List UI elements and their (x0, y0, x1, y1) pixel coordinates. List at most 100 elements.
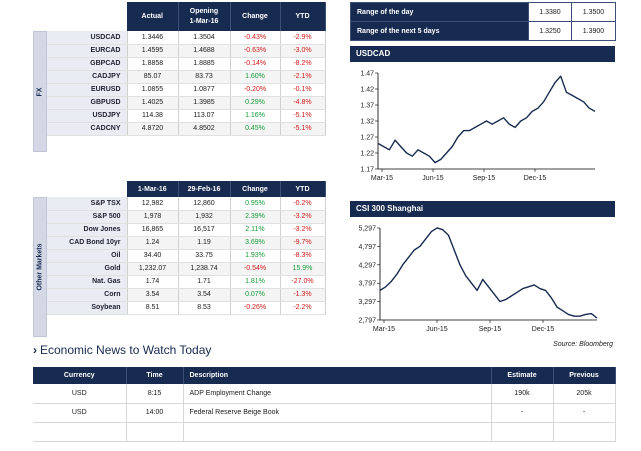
market-previous: 16,517 (178, 223, 231, 237)
fx-actual: 1.0855 (127, 83, 179, 97)
market-previous: 1,238.74 (178, 262, 231, 276)
market-current: 8.51 (127, 301, 179, 315)
news-header-description: Description (183, 367, 492, 384)
y-tick-label: 1.37 (360, 103, 374, 110)
market-current: 1,978 (127, 210, 179, 224)
x-tick-label: Dec-15 (524, 175, 547, 182)
fx-ytd: -2.1% (280, 70, 326, 84)
market-change: -0.26% (230, 301, 281, 315)
other-corner (47, 181, 127, 197)
x-tick-label: Jun-15 (426, 326, 448, 333)
fx-actual: 1.3446 (127, 31, 179, 45)
market-previous: 1.19 (178, 236, 231, 250)
fx-ytd: -8.2% (280, 57, 326, 71)
usdcad-chart-title: USDCAD (350, 46, 615, 62)
market-ytd: 15.9% (280, 262, 326, 276)
news-header-currency: Currency (33, 367, 127, 384)
market-change: 2.39% (230, 210, 281, 224)
y-tick-label: 1.22 (360, 151, 374, 158)
market-change: 3.69% (230, 236, 281, 250)
market-current: 3.54 (127, 288, 179, 302)
source-note: Source: Bloomberg (553, 341, 613, 348)
market-previous: 1,932 (178, 210, 231, 224)
other-markets-section-label: Other Markets (33, 197, 47, 337)
market-name: Gold (47, 262, 128, 276)
fx-actual: 1.8858 (127, 57, 179, 71)
range-row-5days: Range of the next 5 days 1.3250 1.3900 (350, 21, 616, 41)
market-row: CAD Bond 10yr 1.24 1.19 3.69% -9.7% (47, 236, 326, 250)
y-tick-label: 3,297 (358, 299, 376, 306)
fx-opening: 1.8885 (178, 57, 231, 71)
fx-pair-name: USDJPY (47, 109, 128, 123)
fx-pair-name: GBPCAD (47, 57, 128, 71)
market-current: 16,865 (127, 223, 179, 237)
market-change: 1.93% (230, 249, 281, 263)
other-header-change: Change (230, 181, 281, 197)
fx-opening: 1.4688 (178, 44, 231, 58)
market-current: 12,982 (127, 197, 179, 211)
market-row: Dow Jones 16,865 16,517 2.11% -3.2% (47, 223, 326, 237)
range-5days-high: 1.3900 (571, 21, 616, 41)
market-row: Gold 1,232.07 1,238.74 -0.54% 15.9% (47, 262, 326, 276)
fx-ytd: -0.1% (280, 83, 326, 97)
fx-ytd: -4.8% (280, 96, 326, 110)
market-ytd: -3.2% (280, 223, 326, 237)
other-header-ytd: YTD (280, 181, 326, 197)
market-ytd: -9.7% (280, 236, 326, 250)
y-tick-label: 5,297 (358, 226, 376, 233)
news-row: USD 8:15 ADP Employment Change 190k 205k (33, 384, 616, 404)
fx-opening: 4.8502 (178, 122, 231, 136)
csi300-chart-title: CSI 300 Shanghai (350, 201, 615, 217)
market-previous: 8.53 (178, 301, 231, 315)
fx-row: USDCAD 1.3446 1.3504 -0.43% -2.9% (47, 31, 326, 45)
market-ytd: -27.0% (280, 275, 326, 289)
market-row: S&P TSX 12,982 12,860 0.95% -0.2% (47, 197, 326, 211)
market-ytd: -8.3% (280, 249, 326, 263)
news-row: USD 14:00 Federal Reserve Beige Book - - (33, 403, 616, 423)
other-markets-table: 1-Mar-16 29-Feb-16 Change YTD S&P TSX 12,… (47, 181, 326, 315)
x-tick-label: Mar-15 (373, 326, 395, 333)
market-current: 34.40 (127, 249, 179, 263)
market-current: 1.24 (127, 236, 179, 250)
fx-opening: 83.73 (178, 70, 231, 84)
fx-row: GBPCAD 1.8858 1.8885 -0.14% -8.2% (47, 57, 326, 71)
market-name: Oil (47, 249, 128, 263)
market-previous: 12,860 (178, 197, 231, 211)
fx-pair-name: CADJPY (47, 70, 128, 84)
x-tick-label: Jun-15 (422, 175, 444, 182)
fx-corner (47, 2, 127, 31)
fx-header-opening: Opening 1-Mar-16 (178, 2, 231, 31)
market-name: S&P TSX (47, 197, 128, 211)
news-table: Currency Time Description Estimate Previ… (33, 367, 616, 442)
market-name: Corn (47, 288, 128, 302)
fx-change: 1.60% (230, 70, 281, 84)
news-estimate: - (491, 403, 554, 423)
news-estimate: 190k (491, 384, 554, 404)
fx-ytd: -2.9% (280, 31, 326, 45)
range-table: Range of the day 1.3380 1.3500 Range of … (350, 2, 616, 41)
market-row: Corn 3.54 3.54 0.07% -1.3% (47, 288, 326, 302)
fx-change: -0.20% (230, 83, 281, 97)
other-header-current: 1-Mar-16 (127, 181, 179, 197)
fx-header-actual: Actual (127, 2, 179, 31)
fx-actual: 114.38 (127, 109, 179, 123)
market-ytd: -3.2% (280, 210, 326, 224)
market-previous: 3.54 (178, 288, 231, 302)
market-name: Dow Jones (47, 223, 128, 237)
news-currency: USD (33, 384, 127, 404)
market-previous: 1.71 (178, 275, 231, 289)
y-tick-label: 1.27 (360, 135, 374, 142)
news-row-empty (33, 422, 616, 442)
fx-change: 1.16% (230, 109, 281, 123)
news-previous: - (553, 403, 616, 423)
market-change: 0.95% (230, 197, 281, 211)
fx-ytd: -3.0% (280, 44, 326, 58)
range-row-day: Range of the day 1.3380 1.3500 (350, 2, 616, 22)
range-5days-low: 1.3250 (528, 21, 572, 41)
y-tick-label: 1.17 (360, 167, 374, 174)
news-description: Federal Reserve Beige Book (183, 403, 492, 423)
y-tick-label: 4,797 (358, 244, 376, 251)
fx-row: GBPUSD 1.4025 1.3985 0.29% -4.8% (47, 96, 326, 110)
